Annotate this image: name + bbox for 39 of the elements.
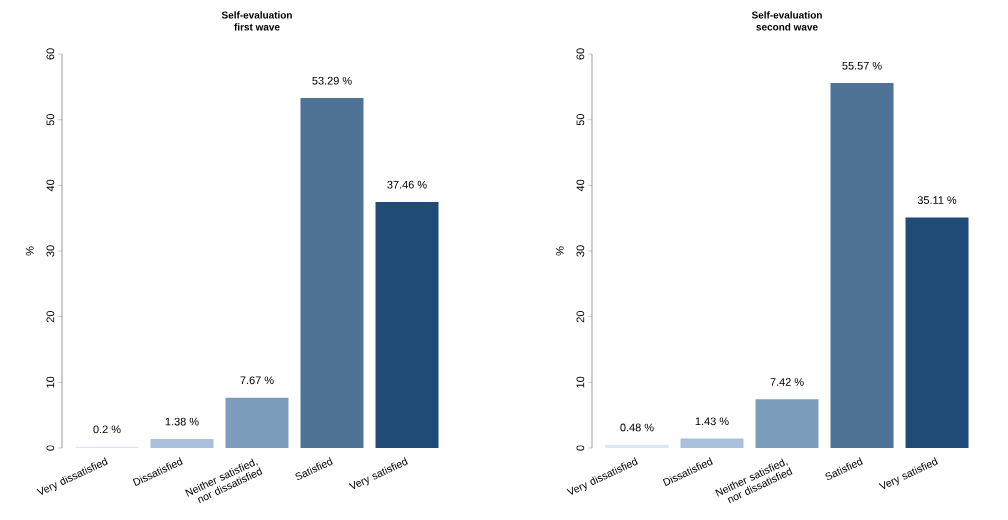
data-label: 0.2 % <box>93 425 121 434</box>
chart-subtitle: second wave <box>756 23 818 31</box>
y-tick-label: 60 <box>576 48 585 60</box>
data-label: 7.42 % <box>770 378 804 386</box>
data-label: 1.43 % <box>695 417 729 426</box>
y-tick-label: 10 <box>576 376 585 388</box>
y-axis-title: % <box>556 246 564 256</box>
data-label: 53.29 % <box>312 76 352 85</box>
bar <box>905 217 969 448</box>
bar <box>605 444 669 448</box>
data-label: 55.57 % <box>842 61 882 70</box>
data-label: 37.46 % <box>387 180 427 189</box>
y-tick-label: 20 <box>576 311 585 323</box>
y-tick-label: 40 <box>576 179 585 192</box>
y-tick-label: 60 <box>46 48 55 60</box>
bar <box>375 202 439 448</box>
bar <box>830 83 894 448</box>
chart-title: Self-evaluation <box>221 11 292 19</box>
y-axis-title: % <box>25 246 34 256</box>
y-tick-label: 20 <box>46 311 55 323</box>
y-tick-label: 50 <box>576 114 585 126</box>
data-label: 0.48 % <box>620 423 654 432</box>
data-label: 7.67 % <box>240 376 274 385</box>
y-tick-label: 30 <box>46 245 55 257</box>
y-tick-label: 50 <box>46 114 55 126</box>
chart-subtitle: first wave <box>234 23 280 31</box>
data-label: 1.38 % <box>165 417 199 426</box>
bar <box>755 399 819 448</box>
y-tick-label: 0 <box>46 445 55 451</box>
chart-title: Self-evaluation <box>751 11 822 19</box>
data-label: 35.11 % <box>917 196 957 204</box>
bar <box>225 397 289 448</box>
bar <box>680 438 744 448</box>
y-tick-label: 40 <box>46 179 55 192</box>
bar <box>300 98 364 448</box>
y-tick-label: 10 <box>46 376 55 388</box>
y-tick-label: 30 <box>576 245 585 257</box>
y-tick-label: 0 <box>576 445 585 451</box>
bar <box>150 438 214 448</box>
